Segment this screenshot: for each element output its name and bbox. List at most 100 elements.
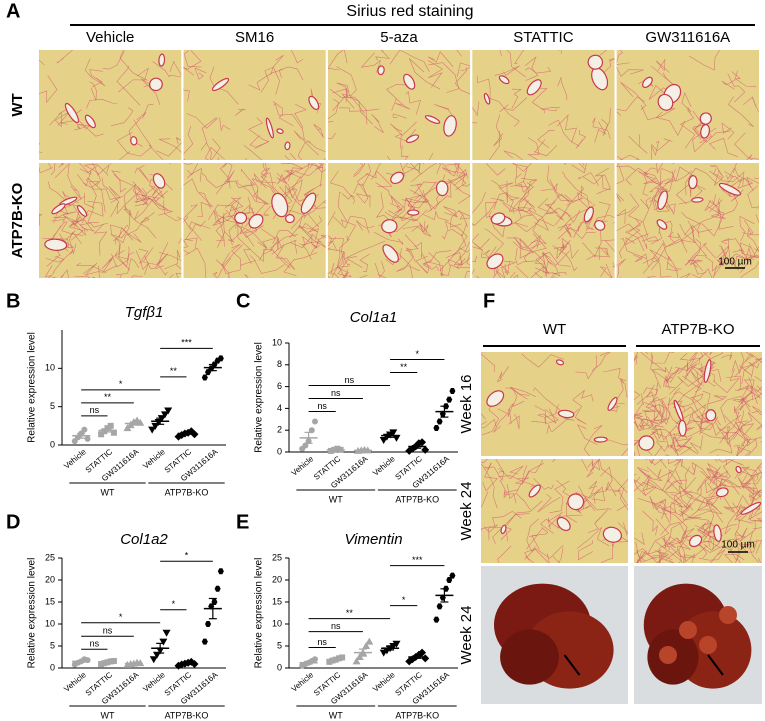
significance-label: ns — [90, 405, 100, 415]
fiber — [45, 256, 65, 267]
significance-label: ns — [331, 388, 341, 398]
data-point — [339, 654, 346, 661]
data-point — [449, 387, 456, 394]
arrow — [707, 654, 724, 676]
fiber — [399, 163, 406, 177]
fiber — [726, 375, 741, 391]
fiber — [690, 352, 707, 370]
y-tick-label: 5 — [50, 401, 55, 411]
fiber — [359, 253, 370, 272]
vessel — [130, 136, 138, 146]
fiber — [653, 198, 670, 212]
fiber — [244, 225, 264, 247]
data-point — [162, 629, 171, 637]
fiber — [604, 239, 615, 252]
fiber — [680, 528, 695, 542]
fiber — [655, 111, 686, 136]
fiber — [616, 193, 625, 203]
panel-label: A — [6, 0, 20, 22]
significance-label: ns — [331, 621, 341, 631]
fiber — [138, 247, 154, 264]
fiber — [375, 50, 390, 61]
fiber — [74, 275, 91, 278]
fiber — [111, 246, 130, 268]
fiber — [678, 482, 718, 510]
fiber — [665, 454, 669, 456]
fiber — [564, 224, 572, 238]
vessel — [424, 115, 441, 124]
fiber — [481, 491, 489, 531]
fiber — [488, 210, 505, 238]
fiber — [635, 550, 648, 563]
fiber — [634, 548, 670, 563]
fiber — [525, 67, 552, 74]
data-point — [190, 430, 199, 439]
fiber — [271, 239, 298, 255]
fiber — [642, 510, 658, 536]
fiber — [445, 220, 468, 249]
fiber — [653, 502, 672, 515]
fiber — [98, 265, 101, 278]
micrograph — [327, 50, 471, 160]
fiber — [52, 249, 74, 275]
fiber — [613, 378, 625, 404]
fiber — [44, 265, 53, 278]
fiber — [356, 220, 375, 231]
fiber — [404, 234, 423, 258]
fiber — [392, 113, 407, 119]
fiber — [353, 163, 366, 177]
fiber — [587, 509, 608, 534]
y-tick-label: 15 — [272, 596, 282, 606]
fiber — [655, 498, 667, 520]
fiber — [306, 139, 326, 160]
fiber — [643, 167, 671, 185]
fiber — [69, 231, 83, 255]
fiber — [669, 490, 693, 521]
fiber — [240, 168, 256, 187]
column-header: STATTIC — [513, 29, 573, 46]
fiber — [558, 240, 571, 255]
y-tick-label: 6 — [277, 381, 282, 391]
fiber — [577, 172, 599, 187]
fiber — [371, 114, 384, 133]
column-header: GW311616A — [645, 29, 730, 46]
fiber — [699, 415, 742, 436]
fiber — [533, 139, 558, 157]
fiber — [667, 387, 683, 407]
data-point — [421, 445, 430, 454]
fiber — [281, 163, 304, 181]
fiber — [668, 419, 710, 437]
fiber — [741, 474, 757, 489]
fiber — [134, 190, 163, 220]
data-point — [308, 427, 315, 434]
vessel — [152, 173, 166, 189]
fiber — [141, 78, 161, 105]
fiber — [545, 200, 558, 215]
fiber — [518, 182, 534, 208]
vessel — [526, 79, 542, 96]
fiber — [482, 401, 500, 436]
fiber — [739, 215, 755, 241]
fiber — [505, 387, 530, 396]
fiber — [183, 178, 211, 209]
data-point — [160, 411, 169, 419]
fiber — [164, 249, 181, 270]
fiber — [648, 84, 668, 100]
fiber — [721, 189, 744, 202]
fiber — [572, 389, 594, 402]
fiber — [332, 215, 370, 234]
significance-label: ns — [345, 375, 355, 385]
fiber — [503, 150, 524, 160]
fiber — [655, 58, 670, 73]
tissue — [39, 163, 182, 278]
fiber — [708, 137, 738, 157]
fiber — [477, 75, 491, 103]
fiber — [672, 436, 692, 453]
data-point — [110, 429, 117, 436]
fiber — [586, 461, 600, 478]
vessel — [76, 205, 88, 217]
fiber — [705, 480, 722, 494]
data-point — [201, 638, 208, 645]
fiber — [365, 163, 381, 179]
vessel — [390, 171, 405, 185]
